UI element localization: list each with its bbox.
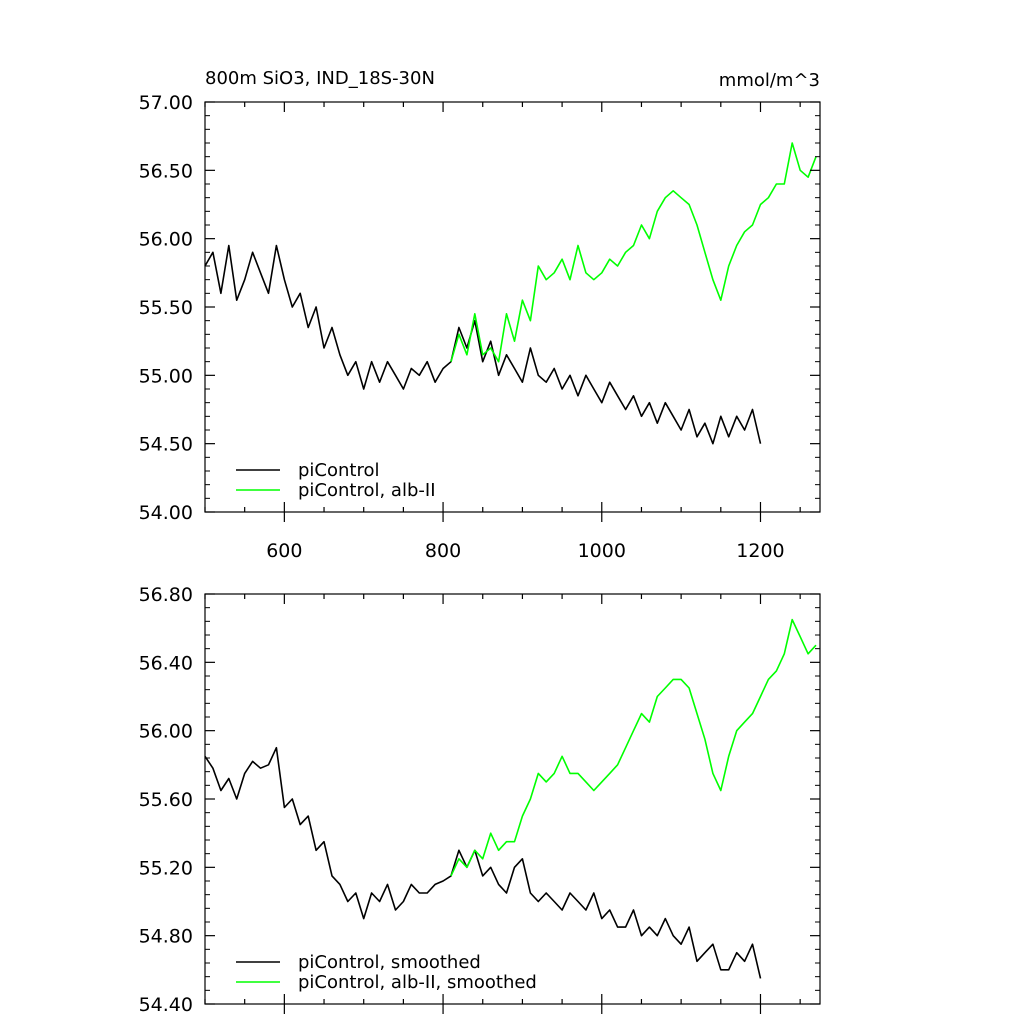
bottom-axes: 54.40 54.80 55.20 55.60 56.00 56.40 56.80	[139, 584, 821, 1016]
y-tick-label: 56.00	[139, 229, 193, 251]
legend-label-0: piControl	[298, 460, 380, 481]
series-line-1	[450, 618, 817, 877]
y-tick-label: 54.50	[139, 434, 193, 456]
series-line-1	[450, 142, 817, 363]
top-marks	[204, 142, 817, 445]
bottom-panel: 54.40 54.80 55.20 55.60 56.00 56.40 56.80 piCo…	[139, 584, 821, 1016]
bottom-marks	[204, 618, 817, 979]
y-tick-label: 54.40	[139, 994, 193, 1016]
plot-frame	[204, 101, 821, 513]
plot-frame	[204, 593, 821, 1005]
units-label: mmol/m^3	[719, 70, 820, 91]
series-line-0	[204, 746, 762, 979]
y-tick-label: 55.50	[139, 297, 193, 319]
y-tick-label: 56.00	[139, 721, 193, 743]
series-line-0	[204, 244, 762, 445]
y-tick-label: 55.60	[139, 789, 193, 811]
chart-title: 800m SiO3, IND_18S-30N	[205, 68, 435, 89]
x-tick-label: 1000	[578, 540, 626, 562]
y-tick-label: 57.00	[139, 92, 193, 114]
y-tick-label: 56.80	[139, 584, 193, 606]
top-axes: 54.00 54.50 55.00 55.50 56.00 56.50 57.00 600 80…	[139, 92, 821, 562]
y-tick-label: 55.00	[139, 365, 193, 387]
x-tick-label: 800	[425, 540, 461, 562]
x-tick-label: 600	[266, 540, 302, 562]
x-tick-label: 1200	[736, 540, 784, 562]
top-panel: 800m SiO3, IND_18S-30N mmol/m^3 54.0054.…	[139, 68, 821, 562]
y-tick-label: 55.20	[139, 857, 193, 879]
legend-label-1: piControl, alb-II, smoothed	[298, 972, 537, 993]
y-tick-label: 56.40	[139, 652, 193, 674]
y-tick-label: 54.80	[139, 926, 193, 948]
legend-label-0: piControl, smoothed	[298, 952, 481, 973]
legend-label-1: piControl, alb-II	[298, 480, 436, 501]
y-tick-label: 54.00	[139, 502, 193, 524]
y-tick-label: 56.50	[139, 160, 193, 182]
